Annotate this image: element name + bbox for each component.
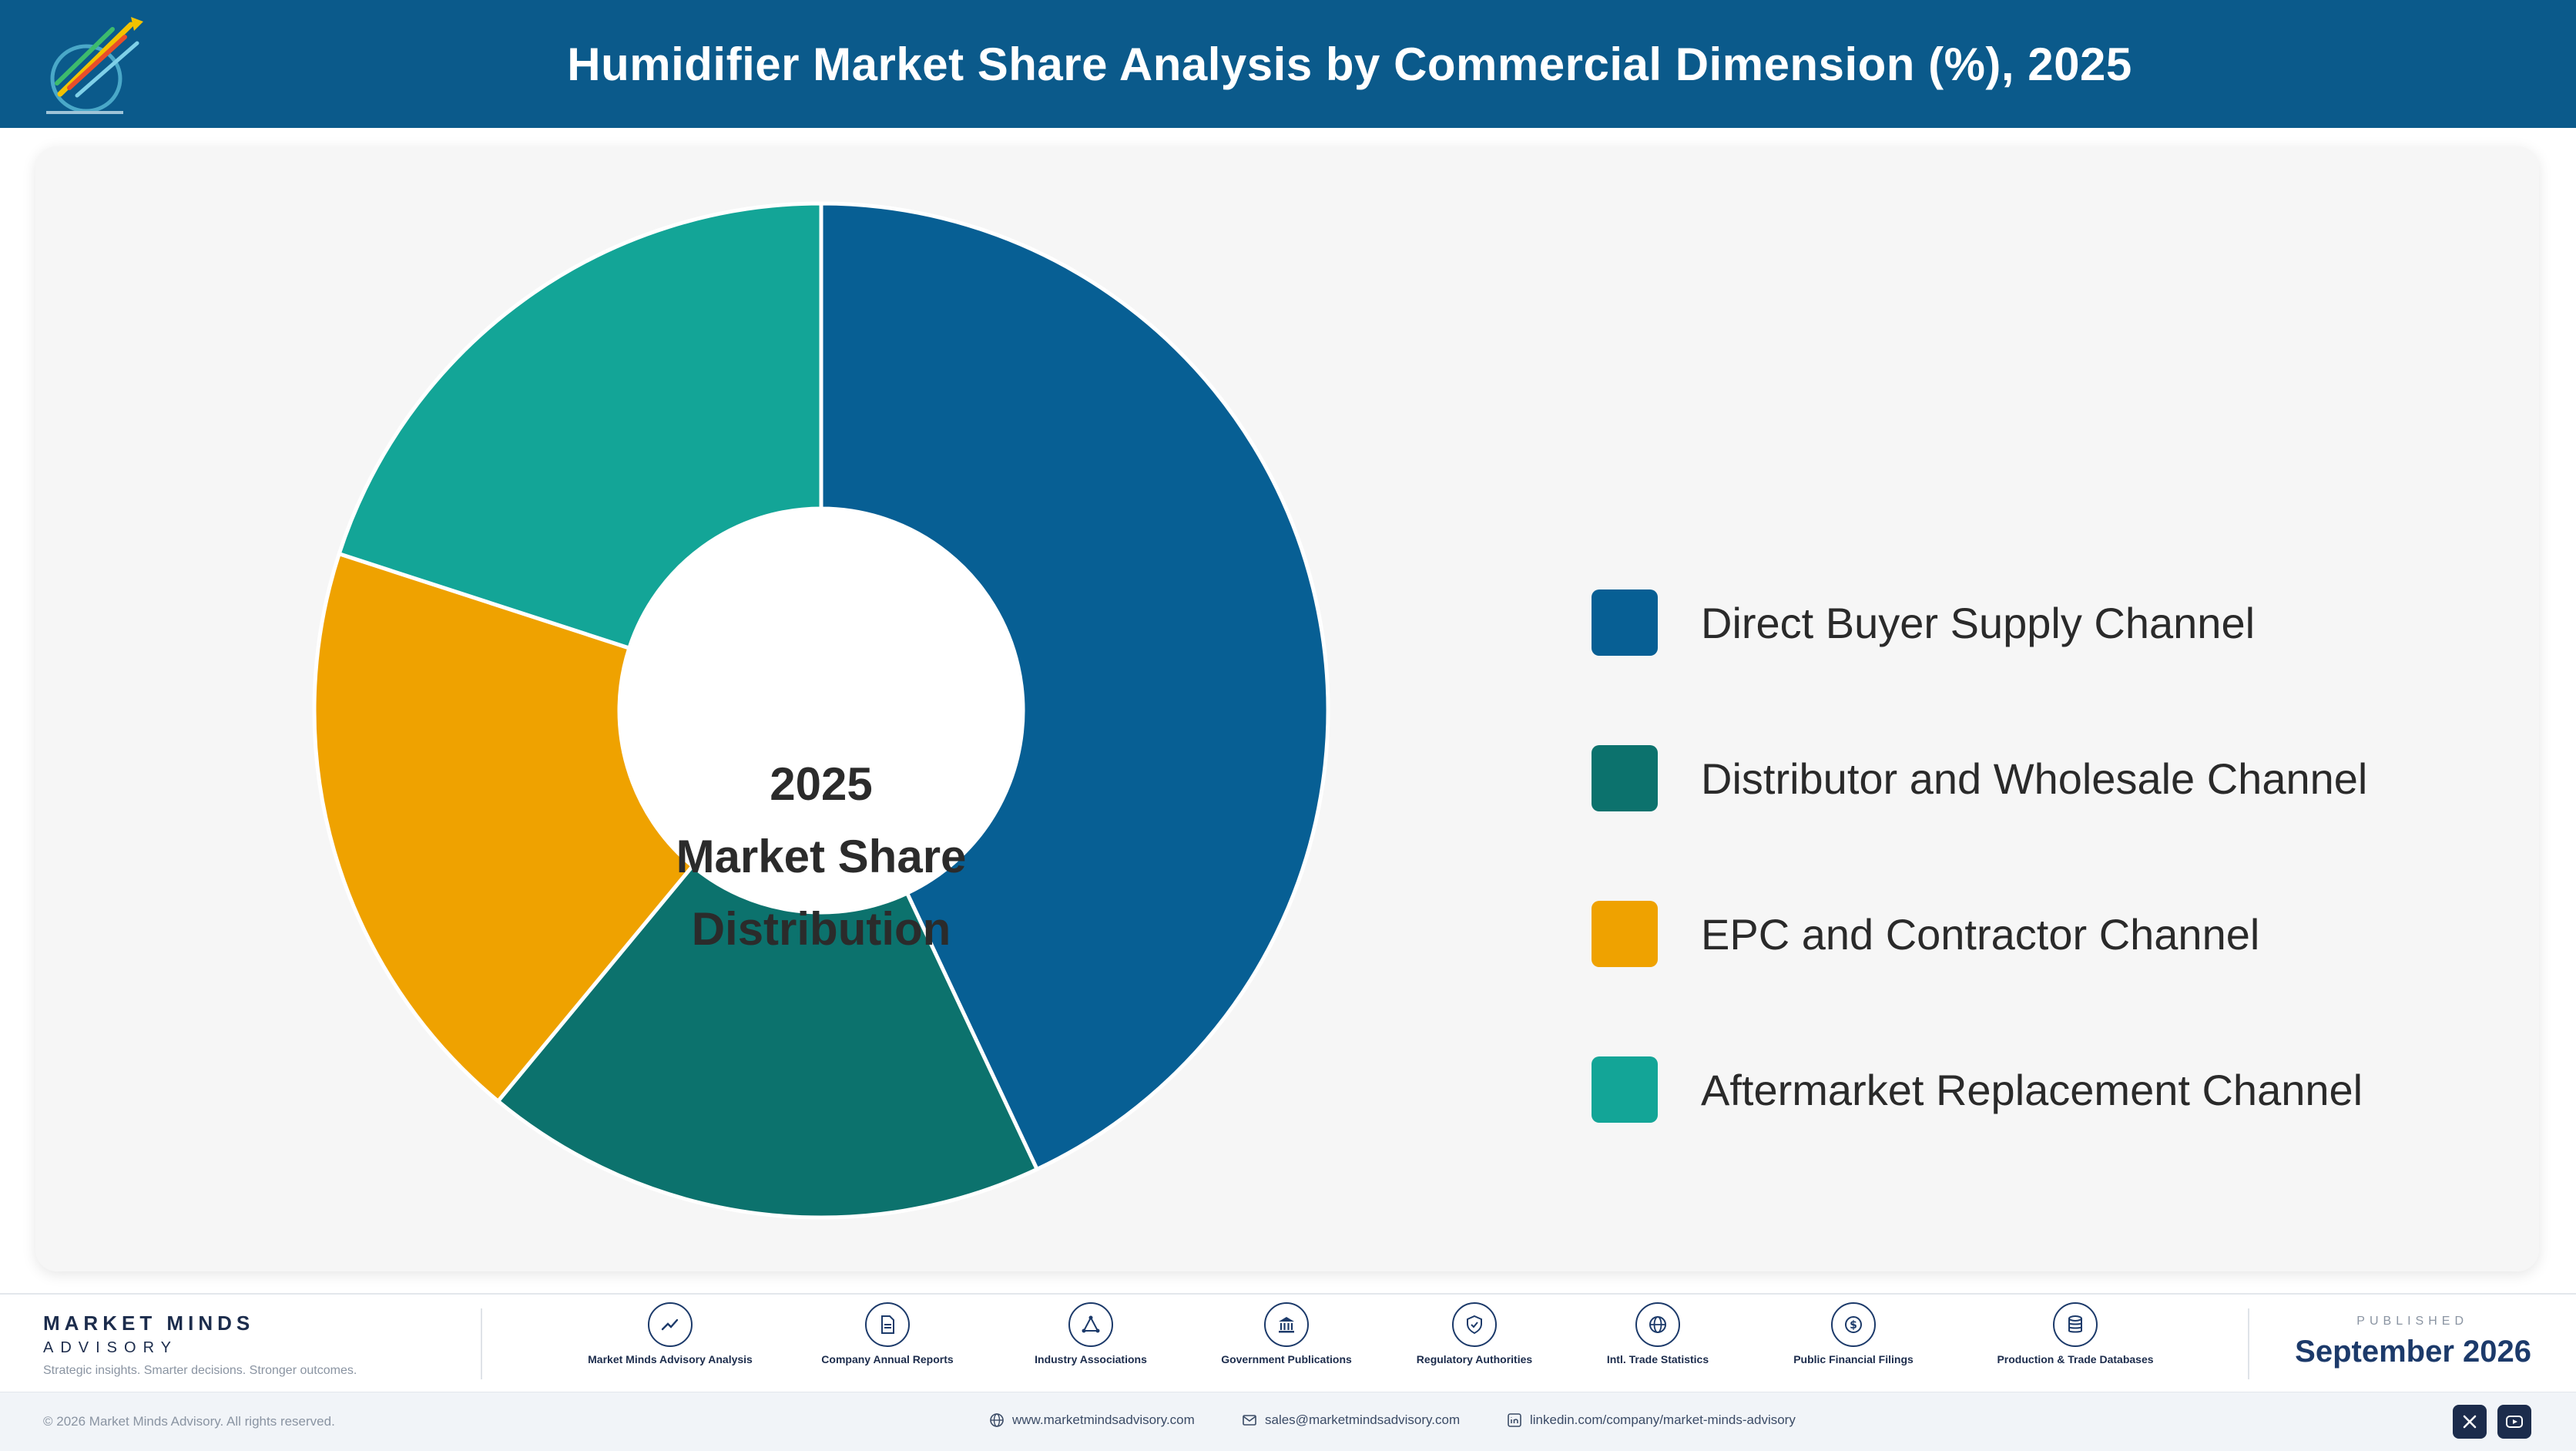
source-item: Company Annual Reports [803, 1302, 972, 1366]
legend-swatch [1592, 901, 1658, 967]
source-label: Intl. Trade Statistics [1606, 1353, 1709, 1365]
x-social-button[interactable] [2453, 1405, 2487, 1439]
center-label-line-3: Distribution [691, 903, 951, 955]
youtube-icon [2506, 1416, 2523, 1428]
shield-check-icon [1452, 1302, 1497, 1347]
x-icon [2463, 1415, 2477, 1429]
website-text: www.marketmindsadvisory.com [1012, 1412, 1195, 1427]
youtube-social-button[interactable] [2497, 1405, 2531, 1439]
brand-tagline: Strategic insights. Smarter decisions. S… [43, 1364, 357, 1377]
source-label: Market Minds Advisory Analysis [588, 1353, 753, 1365]
database-icon [2053, 1302, 2098, 1347]
government-building-icon [1264, 1302, 1309, 1347]
copyright-text: © 2026 Market Minds Advisory. All rights… [43, 1414, 335, 1429]
source-label: Production & Trade Databases [1997, 1353, 2154, 1365]
linkedin-text: linkedin.com/company/market-minds-adviso… [1530, 1412, 1796, 1427]
currency-icon: $ [1831, 1302, 1876, 1347]
website-link[interactable]: www.marketmindsadvisory.com [989, 1412, 1195, 1428]
divider [2248, 1308, 2249, 1379]
published-caption: PUBLISHED [2356, 1315, 2468, 1328]
donut-hole [619, 509, 1023, 912]
divider [481, 1308, 482, 1379]
published-date: September 2026 [2295, 1335, 2531, 1369]
source-item: Regulatory Authorities [1390, 1302, 1559, 1366]
legend-swatch [1592, 745, 1658, 811]
source-label: Company Annual Reports [821, 1353, 954, 1365]
source-item: Intl. Trade Statistics [1573, 1302, 1742, 1366]
page-title: Humidifier Market Share Analysis by Comm… [567, 38, 2132, 90]
footer-sources-bar: MARKET MINDS ADVISORY Strategic insights… [0, 1293, 2576, 1392]
legend-item-aftermarket-replacement[interactable]: Aftermarket Replacement Channel [1592, 1056, 2363, 1124]
source-item: Market Minds Advisory Analysis [585, 1302, 755, 1366]
email-link[interactable]: sales@marketmindsadvisory.com [1242, 1412, 1460, 1428]
globe-icon [990, 1413, 1004, 1427]
legend-swatch [1592, 1056, 1658, 1123]
donut-chart [312, 201, 1330, 1220]
market-minds-logo-icon[interactable] [39, 9, 154, 122]
header-bar: Humidifier Market Share Analysis by Comm… [0, 0, 2576, 128]
legend-item-direct-buyer[interactable]: Direct Buyer Supply Channel [1592, 589, 2255, 657]
email-text: sales@marketmindsadvisory.com [1265, 1412, 1461, 1427]
legend-item-distributor-wholesale[interactable]: Distributor and Wholesale Channel [1592, 744, 2367, 812]
legend-item-epc-contractor[interactable]: EPC and Contractor Channel [1592, 900, 2259, 968]
legend-label: Direct Buyer Supply Channel [1701, 598, 2256, 647]
source-label: Regulatory Authorities [1416, 1353, 1533, 1365]
document-icon [865, 1302, 910, 1347]
svg-text:$: $ [1850, 1319, 1857, 1332]
linkedin-link[interactable]: linkedin.com/company/market-minds-adviso… [1507, 1412, 1796, 1428]
source-item: Industry Associations [1006, 1302, 1176, 1366]
source-label: Public Financial Filings [1793, 1353, 1914, 1365]
chart-card: 2025 Market Share Distribution Direct Bu… [35, 146, 2539, 1271]
legend-label: EPC and Contractor Channel [1701, 909, 2260, 959]
brand-subtitle: ADVISORY [43, 1339, 178, 1356]
linkedin-icon [1508, 1413, 1521, 1427]
source-item: Government Publications [1202, 1302, 1371, 1366]
globe-icon [1635, 1302, 1680, 1347]
footer-bottom-bar: © 2026 Market Minds Advisory. All rights… [0, 1392, 2576, 1451]
legend-swatch [1592, 589, 1658, 656]
source-item: Production & Trade Databases [1991, 1302, 2160, 1366]
source-label: Industry Associations [1035, 1353, 1147, 1365]
center-label-line-1: 2025 [770, 758, 873, 810]
trend-chart-icon [648, 1302, 693, 1347]
network-icon [1068, 1302, 1113, 1347]
legend-label: Distributor and Wholesale Channel [1701, 754, 2368, 803]
source-label: Government Publications [1221, 1353, 1352, 1365]
legend-label: Aftermarket Replacement Channel [1701, 1065, 2363, 1114]
center-label-line-2: Market Share [676, 831, 967, 882]
mail-icon [1243, 1415, 1256, 1426]
donut-center-label: 2025 Market Share Distribution [621, 741, 1021, 972]
brand-name: MARKET MINDS [43, 1312, 255, 1335]
source-item: $ Public Financial Filings [1769, 1302, 1938, 1366]
